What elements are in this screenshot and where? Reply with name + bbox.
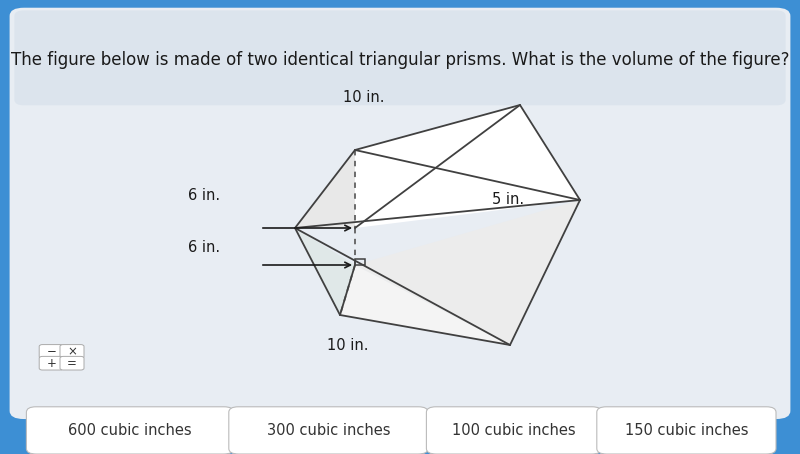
Text: 6 in.: 6 in. — [188, 240, 220, 255]
FancyBboxPatch shape — [60, 345, 84, 358]
Polygon shape — [340, 265, 510, 345]
Text: 5 in.: 5 in. — [492, 192, 524, 207]
FancyBboxPatch shape — [26, 407, 234, 454]
FancyBboxPatch shape — [597, 407, 776, 454]
Text: −: − — [46, 345, 56, 358]
FancyBboxPatch shape — [229, 407, 428, 454]
Text: The figure below is made of two identical triangular prisms. What is the volume : The figure below is made of two identica… — [10, 51, 790, 69]
FancyBboxPatch shape — [14, 10, 786, 105]
Text: +: + — [46, 357, 56, 370]
FancyBboxPatch shape — [39, 356, 63, 370]
Text: 600 cubic inches: 600 cubic inches — [68, 423, 192, 438]
Polygon shape — [355, 105, 580, 228]
FancyBboxPatch shape — [39, 345, 63, 358]
Text: 10 in.: 10 in. — [327, 337, 369, 353]
Polygon shape — [295, 150, 355, 228]
Polygon shape — [355, 200, 580, 345]
Text: 6 in.: 6 in. — [188, 188, 220, 203]
FancyBboxPatch shape — [10, 8, 790, 419]
Text: 150 cubic inches: 150 cubic inches — [625, 423, 748, 438]
FancyBboxPatch shape — [60, 356, 84, 370]
Polygon shape — [295, 228, 355, 315]
Text: 300 cubic inches: 300 cubic inches — [266, 423, 390, 438]
Text: ×: × — [67, 345, 77, 358]
Text: 100 cubic inches: 100 cubic inches — [452, 423, 576, 438]
Polygon shape — [295, 105, 580, 228]
FancyBboxPatch shape — [426, 407, 602, 454]
Text: =: = — [67, 357, 77, 370]
Text: 10 in.: 10 in. — [343, 90, 385, 105]
